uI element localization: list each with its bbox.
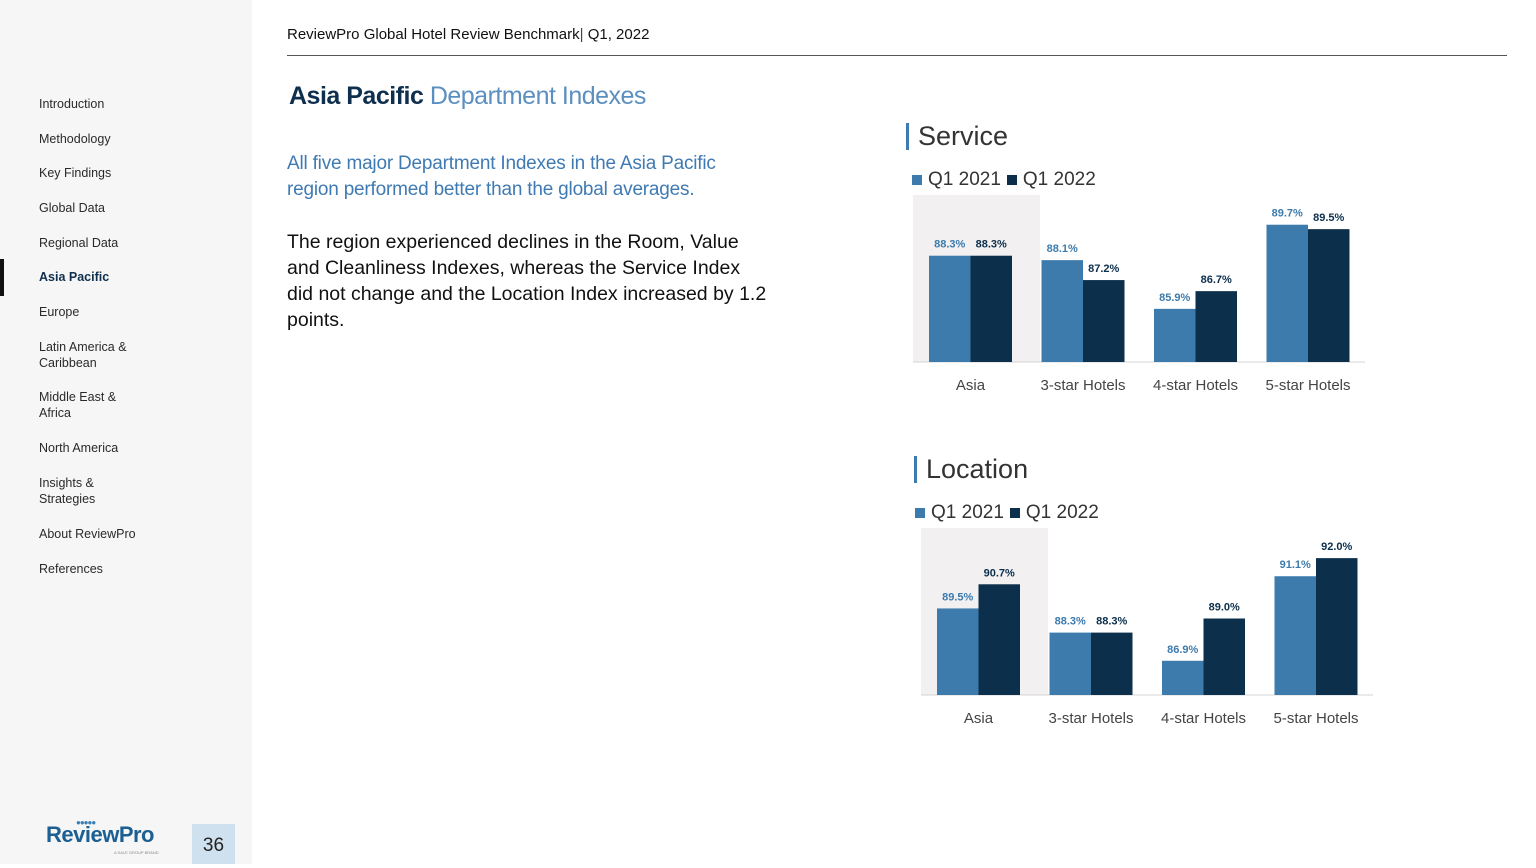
location-chart-title: Location: [914, 456, 1028, 483]
header-divider: [287, 55, 1507, 56]
report-period: Q1, 2022: [587, 26, 650, 43]
data-label: 88.1%: [1047, 243, 1078, 255]
data-label: 88.3%: [934, 239, 965, 251]
data-label: 90.7%: [984, 567, 1015, 579]
service-chart-legend: Q1 2021 Q1 2022: [912, 169, 1102, 191]
bar-q1-2022-4-star-hotels: [1203, 618, 1245, 695]
legend-label: Q1 2021: [931, 502, 1004, 523]
active-section-marker: [0, 259, 4, 296]
legend-item-q1-2022: Q1 2022: [1009, 502, 1099, 524]
legend-label: Q1 2021: [928, 169, 1001, 190]
legend-item-q1-2021: Q1 2021: [915, 502, 1004, 524]
sidebar-item-regional-data[interactable]: Regional Data: [39, 236, 119, 250]
x-tick-label: Asia: [956, 377, 986, 394]
legend-swatch-q1-2022: [1009, 508, 1020, 518]
x-tick-label: 3-star Hotels: [1048, 710, 1133, 727]
body-paragraph: The region experienced declines in the R…: [287, 231, 767, 331]
legend-item-q1-2022: Q1 2022: [1006, 169, 1096, 191]
x-tick-label: 5-star Hotels: [1273, 710, 1358, 727]
bar-q1-2021-4-star-hotels: [1162, 660, 1204, 695]
location-bar-chart: 89.5% 90.7% Asia 88.3% 88.3% 3-star Hotels 86.…: [921, 528, 1373, 727]
sidebar-item-asia-pacific[interactable]: Asia Pacific: [39, 270, 110, 284]
service-chart-title: Service: [906, 123, 1008, 150]
data-label: 92.0%: [1321, 541, 1352, 553]
legend-item-q1-2021: Q1 2021: [912, 169, 1001, 191]
legend-swatch-q1-2022: [1006, 175, 1017, 185]
bar-q1-2021-5-star-hotels: [1274, 576, 1316, 695]
data-label: 89.0%: [1209, 602, 1240, 614]
intro-paragraph: All five major Department Indexes in the…: [287, 153, 716, 200]
data-label: 87.2%: [1088, 263, 1119, 275]
sidebar-item-latin-america[interactable]: Latin America & Caribbean: [39, 340, 127, 370]
x-tick-label: 5-star Hotels: [1265, 377, 1350, 394]
bar-q1-2022-asia: [970, 255, 1012, 362]
page-number: 36: [192, 824, 235, 864]
legend-swatch-q1-2021: [915, 508, 925, 518]
bar-q1-2021-asia: [929, 255, 971, 362]
legend-label: Q1 2022: [1025, 502, 1099, 523]
data-label: 89.5%: [942, 591, 973, 603]
page-title: Asia Pacific Department Indexes: [289, 82, 646, 111]
data-label: 88.3%: [1096, 616, 1127, 628]
sidebar-nav: Introduction Methodology Key Findings Gl…: [0, 0, 252, 864]
data-label: 85.9%: [1159, 292, 1190, 304]
reviewpro-logo[interactable]: ●●●●● ReviewPro A SALE GROUP BRAND: [46, 818, 166, 856]
data-label: 86.9%: [1167, 644, 1198, 656]
x-tick-label: Asia: [964, 710, 994, 727]
sidebar-item-about-reviewpro[interactable]: About ReviewPro: [39, 527, 136, 541]
logo-dots-icon: ●●●●●: [76, 818, 96, 827]
legend-label: Q1 2022: [1022, 169, 1096, 190]
x-tick-label: 4-star Hotels: [1153, 377, 1238, 394]
sidebar-item-north-america[interactable]: North America: [39, 441, 119, 455]
bar-q1-2021-asia: [937, 608, 979, 695]
bar-q1-2022-asia: [978, 584, 1020, 695]
bar-q1-2022-3-star-hotels: [1083, 280, 1125, 362]
service-bar-chart: 88.3% 88.3% Asia 88.1% 87.2% 3-star Hotels 85.…: [913, 195, 1365, 394]
report-name: ReviewPro Global Hotel Review Benchmark: [287, 26, 580, 43]
data-label: 86.7%: [1201, 274, 1232, 286]
sidebar-item-methodology[interactable]: Methodology: [39, 132, 111, 146]
legend-swatch-q1-2021: [912, 175, 922, 185]
bar-q1-2022-4-star-hotels: [1195, 291, 1237, 362]
bar-q1-2022-5-star-hotels: [1308, 229, 1350, 362]
x-tick-label: 4-star Hotels: [1161, 710, 1246, 727]
bar-q1-2022-3-star-hotels: [1091, 632, 1133, 695]
sidebar-item-middle-east-africa[interactable]: Middle East & Africa: [39, 390, 117, 420]
sidebar-item-insights-strategies[interactable]: Insights & Strategies: [39, 476, 96, 506]
bar-q1-2021-3-star-hotels: [1041, 260, 1083, 362]
x-tick-label: 3-star Hotels: [1040, 377, 1125, 394]
page-title-topic: Department Indexes: [429, 82, 647, 110]
sidebar-item-global-data[interactable]: Global Data: [39, 201, 106, 215]
bar-q1-2021-3-star-hotels: [1049, 632, 1091, 695]
logo-text: ReviewPro: [46, 822, 155, 847]
data-label: 89.5%: [1313, 212, 1344, 224]
sidebar-item-references[interactable]: References: [39, 562, 103, 576]
bar-q1-2022-5-star-hotels: [1316, 558, 1358, 695]
report-header: ReviewPro Global Hotel Review Benchmark|…: [287, 26, 649, 43]
sidebar-item-introduction[interactable]: Introduction: [39, 97, 105, 111]
sidebar-item-key-findings[interactable]: Key Findings: [39, 166, 112, 180]
sidebar-item-europe[interactable]: Europe: [39, 305, 80, 319]
bar-q1-2021-4-star-hotels: [1154, 308, 1196, 362]
data-label: 88.3%: [976, 239, 1007, 251]
header-separator: |: [579, 26, 584, 43]
data-label: 89.7%: [1272, 208, 1303, 220]
logo-subtext: A SALE GROUP BRAND: [114, 850, 159, 855]
location-chart-legend: Q1 2021 Q1 2022: [915, 502, 1105, 524]
data-label: 88.3%: [1055, 616, 1086, 628]
bar-q1-2021-5-star-hotels: [1266, 224, 1308, 362]
data-label: 91.1%: [1280, 559, 1311, 571]
page-title-region: Asia Pacific: [289, 82, 424, 110]
